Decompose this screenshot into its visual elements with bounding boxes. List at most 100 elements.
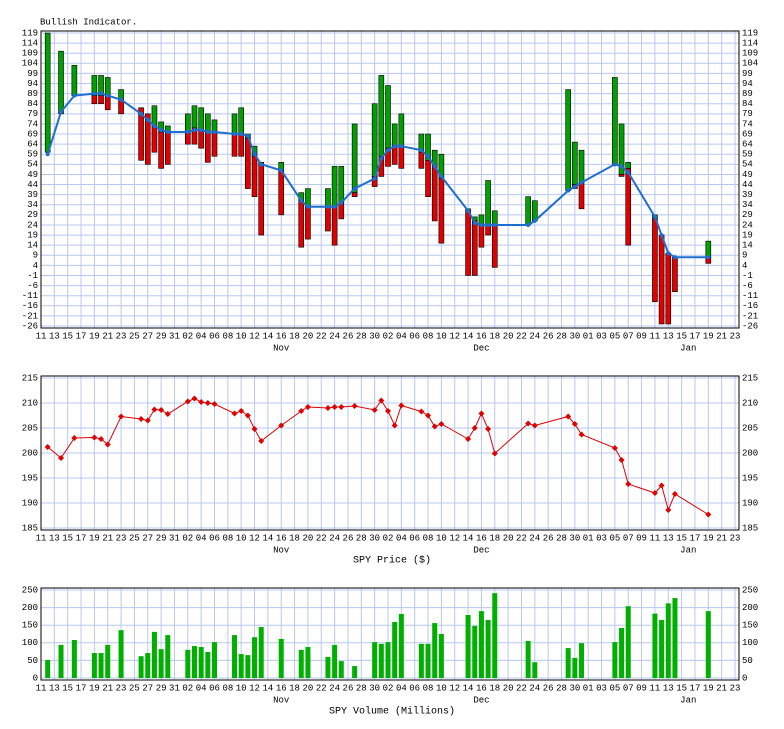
y-tick-label: 109 — [742, 49, 758, 59]
y-tick-label: -26 — [742, 321, 758, 331]
point — [619, 164, 624, 169]
x-tick-label: 06 — [409, 533, 420, 543]
x-tick-label: 21 — [102, 331, 113, 341]
month-label: Dec — [473, 545, 489, 555]
x-tick-label: 26 — [543, 683, 554, 693]
point — [184, 398, 191, 405]
y-tick-label: 50 — [742, 656, 753, 666]
range-bar — [625, 162, 632, 169]
point — [352, 186, 357, 191]
bar — [58, 644, 64, 678]
y-tick-label: 215 — [742, 373, 758, 383]
x-tick-label: 24 — [329, 331, 340, 341]
month-label: Jan — [680, 545, 696, 555]
point — [652, 214, 657, 219]
x-tick-label: 02 — [182, 683, 193, 693]
point — [145, 117, 150, 122]
bar — [352, 666, 358, 678]
range-bar — [425, 160, 431, 197]
point — [99, 91, 104, 96]
bar — [652, 613, 658, 678]
range-bar — [658, 234, 665, 325]
bar — [185, 649, 191, 678]
bar — [532, 662, 538, 678]
x-tick-label: 23 — [116, 331, 127, 341]
y-tick-label: 104 — [742, 59, 758, 69]
y-tick-label: 205 — [742, 423, 758, 433]
point — [371, 407, 378, 413]
y-tick-label: -1 — [27, 271, 38, 281]
bar — [332, 644, 338, 678]
point — [118, 413, 125, 420]
x-tick-label: 13 — [663, 533, 674, 543]
range-bar — [325, 188, 331, 208]
bar — [485, 619, 491, 678]
y-tick-label: 79 — [27, 109, 38, 119]
x-tick-label: 16 — [276, 533, 287, 543]
point — [672, 255, 677, 260]
x-tick-label: 30 — [569, 533, 580, 543]
range-bar — [278, 170, 285, 216]
x-tick-label: 15 — [62, 683, 73, 693]
point — [439, 174, 444, 179]
point — [104, 441, 111, 448]
point — [105, 93, 110, 98]
x-tick-label: 24 — [529, 683, 540, 693]
y-tick-label: 59 — [742, 150, 753, 160]
y-tick-label: 50 — [27, 656, 38, 666]
bar — [252, 637, 258, 678]
point — [298, 408, 305, 414]
point — [339, 200, 344, 205]
point — [139, 111, 144, 116]
x-tick-label: 20 — [303, 331, 314, 341]
range-bar — [104, 95, 111, 111]
point — [378, 397, 385, 404]
x-tick-label: 18 — [489, 533, 500, 543]
range-bar — [625, 168, 632, 246]
x-tick-label: 14 — [262, 533, 273, 543]
x-tick-label: 06 — [209, 683, 220, 693]
bar — [191, 645, 197, 678]
x-tick-label: 07 — [623, 331, 634, 341]
point — [466, 208, 471, 213]
range-bar — [618, 174, 625, 177]
point — [532, 218, 537, 223]
range-bar — [438, 178, 445, 244]
x-tick-label: 08 — [423, 683, 434, 693]
bar — [392, 622, 398, 678]
x-tick-label: 18 — [489, 331, 500, 341]
x-tick-label: 21 — [102, 533, 113, 543]
x-tick-label: 28 — [556, 533, 567, 543]
x-tick-label: 01 — [583, 683, 594, 693]
point — [325, 204, 330, 209]
range-bar — [331, 166, 338, 208]
y-tick-label: 89 — [27, 89, 38, 99]
bar — [338, 661, 344, 678]
month-label: Nov — [273, 343, 290, 353]
y-tick-label: 215 — [22, 373, 38, 383]
point — [152, 123, 157, 128]
point — [666, 251, 671, 256]
range-bar — [351, 192, 358, 197]
y-tick-label: 210 — [742, 398, 758, 408]
y-tick-label: -16 — [742, 301, 758, 311]
point — [705, 511, 712, 518]
y-tick-label: 100 — [22, 638, 38, 648]
x-tick-label: 06 — [409, 683, 420, 693]
y-tick-label: 200 — [742, 603, 758, 613]
x-tick-label: 02 — [182, 331, 193, 341]
x-tick-label: 07 — [623, 533, 634, 543]
x-tick-label: 19 — [703, 683, 714, 693]
point — [59, 109, 64, 114]
y-tick-label: 94 — [27, 79, 38, 89]
point — [71, 435, 78, 441]
y-tick-label: 119 — [22, 28, 38, 38]
range-bar — [491, 224, 498, 268]
y-tick-label: 0 — [33, 673, 38, 683]
range-bar — [245, 137, 251, 189]
point — [486, 222, 491, 227]
y-tick-label: 14 — [742, 241, 753, 251]
point — [151, 406, 158, 413]
x-tick-label: 10 — [436, 533, 447, 543]
